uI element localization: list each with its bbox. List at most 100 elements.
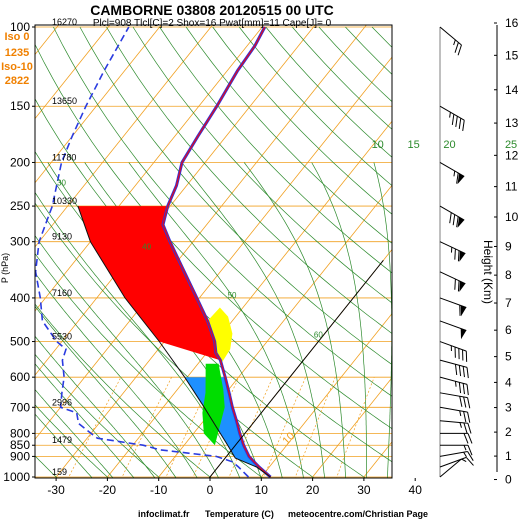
dry-adiabat-label: 40	[142, 242, 151, 251]
height-tick-label: 8	[505, 268, 512, 282]
wind-barb-half	[463, 451, 467, 458]
geopotential-label: 11780	[52, 152, 76, 162]
pressure-tick-label: 850	[10, 438, 30, 452]
wind-barb	[440, 444, 473, 456]
pressure-tick-label: 800	[10, 426, 30, 440]
grid-labels: 1627013650117801033091307160553029961479…	[52, 17, 517, 477]
geopotential-label: 9130	[52, 232, 72, 242]
wind-barb-half	[463, 445, 467, 451]
wind-barb-full	[456, 172, 459, 184]
wind-barb-staff	[439, 376, 468, 385]
geopotential-label: 7160	[52, 288, 72, 298]
moist-adiabat-label: 10	[372, 139, 384, 151]
dry-adiabat-line	[132, 26, 392, 304]
pressure-tick-label: 700	[10, 400, 30, 414]
axes: 1001502002503004005006007008008509001000…	[3, 20, 422, 497]
geopotential-label: 10330	[52, 196, 77, 206]
wind-barb	[439, 297, 467, 317]
energy-areas	[77, 206, 271, 477]
wind-barb-half	[459, 410, 462, 417]
height-tick-label: 3	[505, 401, 512, 415]
wind-barb	[439, 341, 468, 362]
isotherm-line	[54, 56, 392, 478]
pressure-tick-label: 1000	[3, 470, 30, 484]
wind-barb-full	[467, 433, 473, 444]
wind-barb-staff	[439, 297, 467, 308]
wind-barb-full	[451, 114, 455, 125]
isotherm-line	[35, 25, 265, 312]
wind-barb-full	[462, 383, 465, 395]
wind-barb	[440, 432, 473, 444]
isotherm-line	[35, 25, 162, 184]
wind-barb-full	[458, 382, 462, 394]
wind-barb-half	[453, 170, 456, 177]
height-tick-label: 6	[505, 323, 512, 337]
profile-lines	[35, 26, 384, 478]
dry-adiabat-line	[371, 26, 392, 48]
temperature-tick-label: 20	[306, 483, 320, 497]
plot-frame	[34, 24, 393, 479]
wind-barb-full	[465, 351, 468, 362]
height-tick-label: 0	[505, 473, 512, 487]
wind-barb-half	[459, 422, 462, 428]
wind-barb-full	[458, 118, 462, 129]
wind-barb-full	[462, 366, 465, 378]
wind-barb-full	[454, 42, 459, 53]
moist-adiabat-line	[373, 162, 392, 478]
iso10-value: 2822	[5, 75, 29, 87]
wind-barb-full	[449, 212, 452, 224]
dry-adiabat-line	[106, 26, 392, 334]
height-tick-label: 12	[505, 148, 519, 162]
moist-adiabat-label: 25	[505, 139, 517, 151]
temperature-axis-label: Temperature (C)	[205, 509, 274, 519]
moist-adiabat-line	[311, 162, 367, 478]
wind-barb-pennant	[459, 281, 466, 292]
mixing-ratio-line	[336, 377, 375, 478]
wind-barb-staff	[439, 241, 466, 254]
pressure-tick-label: 250	[10, 199, 30, 213]
wind-barb-full	[466, 384, 469, 396]
moist-adiabat-line	[35, 191, 241, 478]
dry-adiabat-line	[159, 26, 392, 274]
dry-adiabat-label: 30	[57, 178, 66, 187]
height-tick-label: 13	[505, 116, 519, 130]
wind-barb-half	[454, 381, 457, 387]
height-tick-label: 5	[505, 350, 512, 364]
pressure-tick-label: 150	[10, 99, 30, 113]
footer-credit-left: infoclimat.fr	[138, 509, 190, 519]
wind-barb-full	[463, 411, 467, 423]
wind-barb-full	[459, 305, 461, 316]
wind-barb	[439, 456, 474, 468]
wind-barb-staff	[439, 420, 468, 424]
footer-credit-right: meteocentre.com/Christian Page	[288, 509, 428, 519]
wind-barb-full	[459, 396, 463, 407]
pressure-tick-label: 400	[10, 291, 30, 305]
height-tick-label: 16	[505, 16, 519, 30]
moist-adiabat-line	[128, 162, 304, 478]
dry-adiabat-line	[35, 303, 212, 478]
wind-barb	[439, 359, 469, 379]
moist-adiabat-line	[35, 389, 114, 478]
wind-barb	[439, 26, 462, 56]
wind-barb-full	[467, 445, 473, 456]
wind-barb-staff	[439, 451, 468, 457]
wind-barb-full	[454, 248, 456, 260]
temperature-tick-label: 40	[409, 483, 423, 497]
pressure-tick-label: 300	[10, 235, 30, 249]
wind-barb-staff	[439, 105, 465, 121]
wind-barb-full	[454, 364, 458, 376]
wind-barb	[439, 458, 467, 478]
mixing-ratio-line	[294, 377, 336, 478]
height-tick-label: 7	[505, 296, 512, 310]
wind-barb-full	[463, 396, 467, 408]
wind-barb-full	[457, 250, 460, 262]
dewpoint-line	[35, 26, 250, 478]
wind-barb-full	[457, 280, 460, 292]
wind-barb-full	[457, 44, 462, 56]
height-tick-label: 15	[505, 48, 519, 62]
height-tick-label: 2	[505, 425, 512, 439]
cin-area	[207, 307, 233, 364]
wind-barb-staff	[439, 359, 468, 368]
wind-barb-staff	[439, 205, 465, 221]
